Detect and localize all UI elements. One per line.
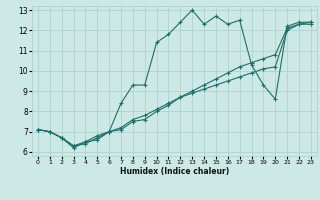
X-axis label: Humidex (Indice chaleur): Humidex (Indice chaleur) — [120, 167, 229, 176]
